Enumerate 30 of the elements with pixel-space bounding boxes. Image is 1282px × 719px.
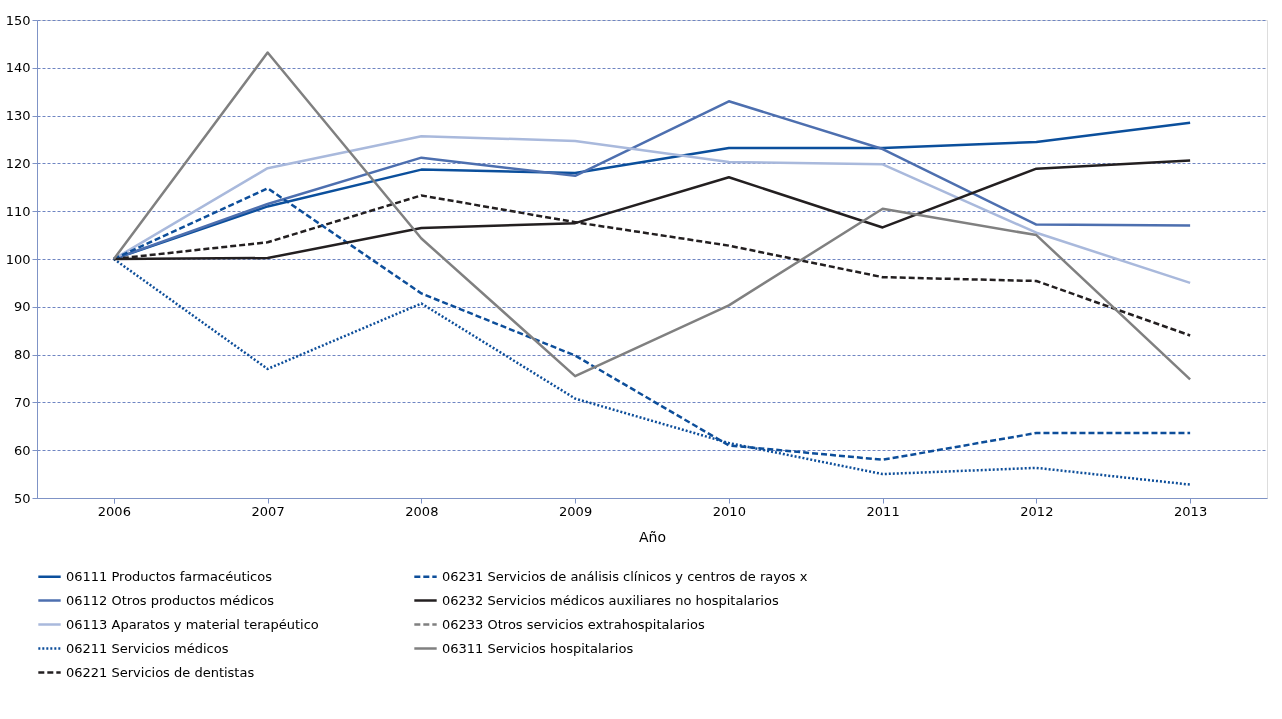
y-tick-label: 80 [13,347,31,363]
legend-label: 06231 Servicios de análisis clínicos y centros de rayos x [442,568,808,584]
x-tick-label: 2006 [97,503,131,519]
y-tick-label: 140 [5,60,31,76]
legend-label: 06112 Otros productos médicos [66,592,275,608]
legend-label: 06221 Servicios de dentistas [66,664,255,680]
legend-label: 06113 Aparatos y material terapéutico [66,616,319,632]
x-tick-label: 2010 [712,503,746,519]
x-tick-label: 2011 [866,503,900,519]
x-tick-label: 2007 [251,503,285,519]
y-tick-label: 100 [5,251,31,267]
line-series [112,51,1192,381]
x-tick-label: 2013 [1174,503,1208,519]
x-tick-label: 2008 [405,503,439,519]
y-tick-label: 60 [13,442,31,458]
legend-label: 06232 Servicios médicos auxiliares no hospitalarios [442,592,779,608]
x-tick-label: 2012 [1020,503,1054,519]
y-tick-label: 120 [5,155,31,171]
x-tick-label: 2009 [559,503,593,519]
y-tick-label: 110 [5,203,31,219]
y-tick-label: 150 [5,12,31,28]
y-tick-label: 90 [13,299,31,315]
x-axis-title: Año [638,528,667,545]
y-tick-label: 70 [13,394,31,410]
legend-label: 06111 Productos farmacéuticos [66,568,273,584]
legend-label: 06233 Otros servicios extrahospitalarios [442,616,706,632]
y-tick-label: 50 [13,490,31,506]
legend-label: 06311 Servicios hospitalarios [442,640,634,656]
legend-label: 06211 Servicios médicos [66,640,229,656]
y-tick-label: 130 [5,108,31,124]
